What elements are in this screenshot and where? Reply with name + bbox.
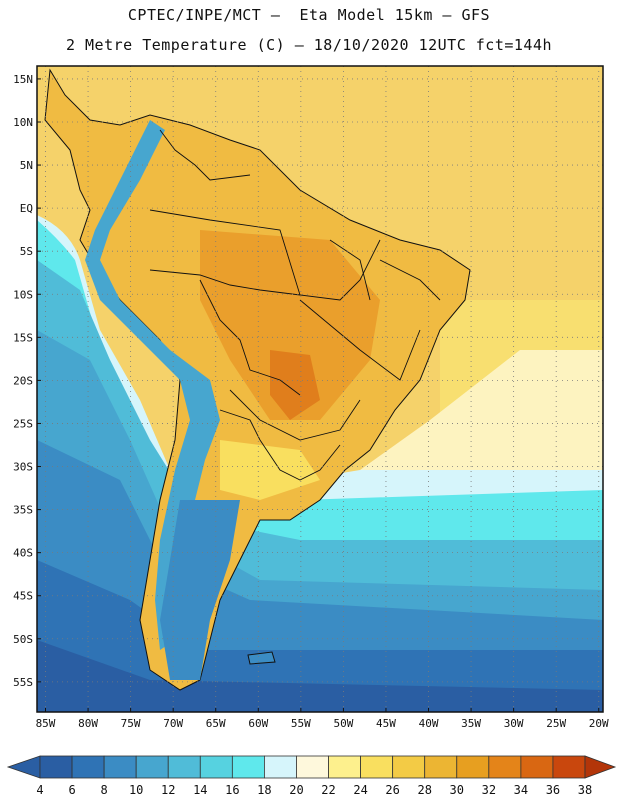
lat-label: 15S — [13, 331, 33, 344]
legend-swatch — [488, 755, 522, 779]
legend-swatch — [135, 755, 169, 779]
legend-value-label: 10 — [129, 783, 143, 797]
lat-label: 10N — [13, 116, 33, 129]
argentina-warm-band — [220, 440, 320, 500]
lon-label: 75W — [121, 717, 141, 730]
legend-value-label: 22 — [321, 783, 335, 797]
lat-label: 5N — [20, 159, 33, 172]
legend-value-label: 34 — [514, 783, 528, 797]
lon-label: 50W — [333, 717, 353, 730]
legend-value-label: 30 — [450, 783, 464, 797]
lat-label: 25S — [13, 417, 33, 430]
lat-label: 20S — [13, 374, 33, 387]
legend-value-label: 28 — [417, 783, 431, 797]
legend-swatch — [71, 755, 105, 779]
lat-label: 55S — [13, 676, 33, 689]
country-borders — [149, 129, 441, 481]
legend-swatch — [199, 755, 233, 779]
lat-label: 30S — [13, 461, 33, 474]
lon-label: 80W — [78, 717, 98, 730]
axis-ticks — [37, 78, 600, 712]
legend-value-label: 12 — [161, 783, 175, 797]
map-title-line1: CPTEC/INPE/MCT – Eta Model 15km – GFS — [127, 6, 491, 24]
color-legend: 4 6 8 10 12 14 16 18 20 22 24 26 28 30 32 34 36 38 — [6, 755, 617, 797]
legend-swatch — [328, 755, 361, 779]
lon-label: 35W — [461, 717, 481, 730]
ocean-band-4 — [37, 640, 603, 712]
lon-label: 20W — [589, 717, 609, 730]
lat-label: 50S — [13, 633, 33, 646]
lon-label: 30W — [504, 717, 524, 730]
lon-label: 40W — [419, 717, 439, 730]
legend-value-label: 38 — [578, 783, 592, 797]
latitude-labels: 15N 10N 5N EQ 5S 10S 15S 20S 25S 30S 35S 40S 45S 50S 5… — [13, 73, 33, 689]
patagonia-cool — [160, 500, 240, 680]
legend-value-label: 6 — [68, 783, 75, 797]
legend-value-label: 4 — [36, 783, 43, 797]
legend-swatch — [424, 755, 458, 779]
legend-swatch — [456, 755, 490, 779]
legend-value-label: 36 — [546, 783, 560, 797]
lon-label: 85W — [36, 717, 56, 730]
legend-value-label: 24 — [353, 783, 367, 797]
map-title-line2: 2 Metre Temperature (C) – 18/10/2020 12U… — [65, 36, 553, 54]
hot-core-region — [200, 230, 380, 420]
temperature-map: 15N 10N 5N EQ 5S 10S 15S 20S 25S 30S 35S 40S 45S 50S 5… — [13, 65, 609, 730]
legend-value-label: 18 — [257, 783, 271, 797]
lon-label: 45W — [376, 717, 396, 730]
legend-high-arrow — [584, 755, 617, 779]
lon-label: 65W — [206, 717, 226, 730]
legend-swatch — [231, 755, 265, 779]
lon-label: 25W — [546, 717, 566, 730]
lon-label: 70W — [163, 717, 183, 730]
legend-value-label: 8 — [101, 783, 108, 797]
legend-value-label: 26 — [385, 783, 399, 797]
lat-label: EQ — [20, 202, 33, 215]
lon-label: 60W — [248, 717, 268, 730]
lat-label: 5S — [20, 245, 33, 258]
lat-label: 10S — [13, 288, 33, 301]
legend-swatch — [103, 755, 137, 779]
legend-swatch — [520, 755, 554, 779]
legend-swatch — [360, 755, 394, 779]
legend-value-label: 32 — [482, 783, 496, 797]
falklands — [247, 651, 276, 665]
legend-value-label: 20 — [289, 783, 303, 797]
lon-label: 55W — [291, 717, 311, 730]
lat-label: 45S — [13, 590, 33, 603]
legend-low-arrow — [6, 755, 41, 779]
legend-swatch — [296, 755, 329, 779]
map-frame — [36, 65, 604, 713]
legend-swatch — [264, 755, 297, 779]
legend-swatch — [552, 755, 586, 779]
legend-value-label: 14 — [193, 783, 207, 797]
longitude-labels: 85W 80W 75W 70W 65W 60W 55W 50W 45W 40W 35W 30W 25W 2… — [36, 717, 609, 730]
legend-swatch — [167, 755, 201, 779]
hottest-region — [270, 350, 320, 420]
legend-value-label: 16 — [225, 783, 239, 797]
lat-label: 35S — [13, 504, 33, 517]
lat-label: 15N — [13, 73, 33, 86]
legend-swatch — [39, 755, 73, 779]
lat-label: 40S — [13, 547, 33, 560]
legend-swatch — [392, 755, 426, 779]
